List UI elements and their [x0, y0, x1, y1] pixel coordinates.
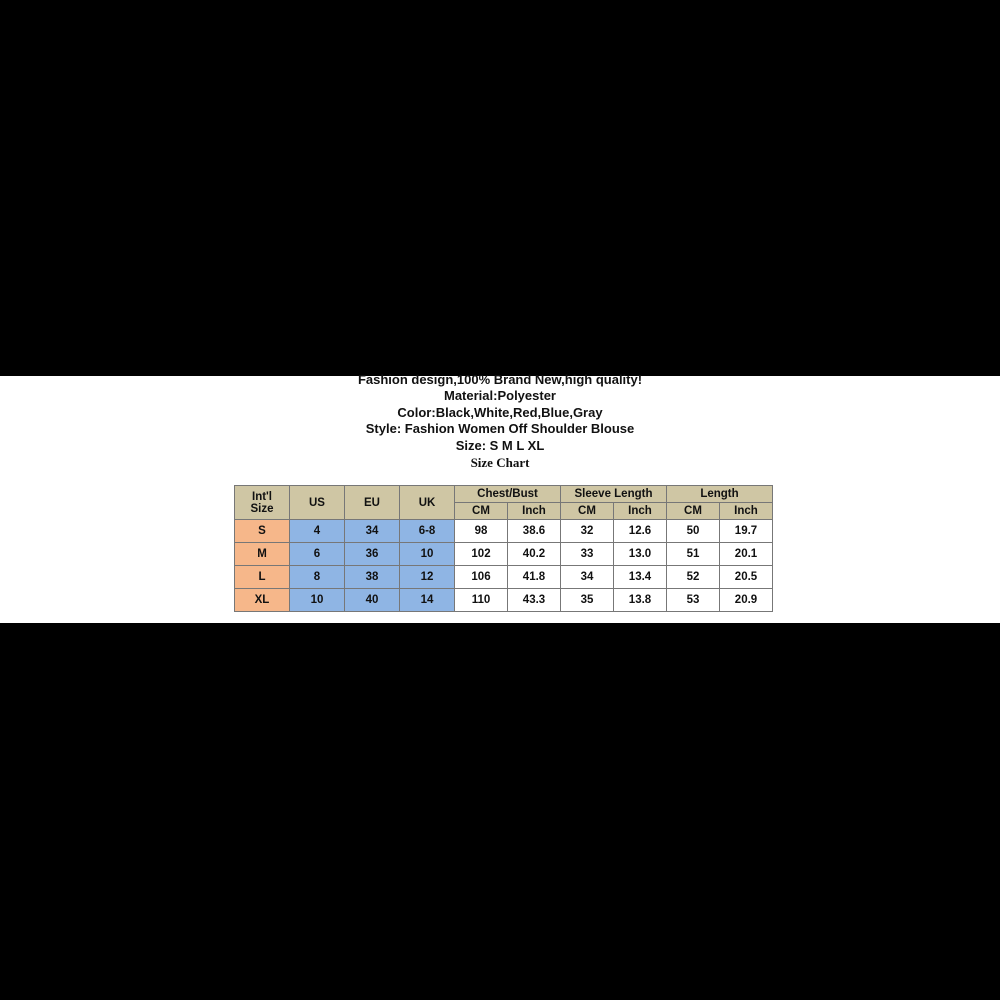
cell-uk: 6-8 [399, 519, 455, 543]
table-row: S 4 34 6-8 98 38.6 32 12.6 50 19.7 [234, 519, 773, 543]
header-intl-size: Int'l Size [234, 485, 290, 520]
cell-size: M [234, 542, 290, 566]
cell-size: XL [234, 588, 290, 612]
cell-chest-cm: 98 [454, 519, 508, 543]
cell-chest-cm: 110 [454, 588, 508, 612]
cell-length-inch: 20.1 [719, 542, 773, 566]
cell-sleeve-cm: 35 [560, 588, 614, 612]
header-eu: EU [344, 485, 400, 520]
header-sleeve: Sleeve Length [560, 485, 667, 503]
cell-sleeve-inch: 13.0 [613, 542, 667, 566]
table-row: M 6 36 10 102 40.2 33 13.0 51 20.1 [234, 542, 773, 566]
header-inch: Inch [719, 502, 773, 520]
header-inch: Inch [613, 502, 667, 520]
size-chart-table: Int'l Size US EU UK Chest/Bust Sleeve Len… [234, 485, 773, 612]
header-us: US [289, 485, 345, 520]
cell-chest-inch: 43.3 [507, 588, 561, 612]
cell-chest-inch: 41.8 [507, 565, 561, 589]
table-row: XL 10 40 14 110 43.3 35 13.8 53 20.9 [234, 588, 773, 612]
description-line: Material:Polyester [444, 388, 556, 404]
product-description: Fashion design,100% Brand New,high quali… [0, 372, 1000, 471]
cell-length-inch: 19.7 [719, 519, 773, 543]
cell-eu: 36 [344, 542, 400, 566]
cell-length-inch: 20.5 [719, 565, 773, 589]
header-cm: CM [454, 502, 508, 520]
description-line: Size: S M L XL [455, 437, 545, 453]
cell-uk: 10 [399, 542, 455, 566]
cell-length-cm: 50 [666, 519, 720, 543]
cell-eu: 34 [344, 519, 400, 543]
cell-chest-cm: 102 [454, 542, 508, 566]
cell-sleeve-inch: 13.8 [613, 588, 667, 612]
cell-length-inch: 20.9 [719, 588, 773, 612]
cell-chest-cm: 106 [454, 565, 508, 589]
description-line: Style: Fashion Women Off Shoulder Blouse [365, 421, 635, 437]
header-chest: Chest/Bust [454, 485, 561, 503]
header-cm: CM [666, 502, 720, 520]
cell-eu: 40 [344, 588, 400, 612]
header-cm: CM [560, 502, 614, 520]
description-line: Fashion design,100% Brand New,high quali… [357, 372, 643, 387]
cell-sleeve-inch: 13.4 [613, 565, 667, 589]
size-chart-title: Size Chart [470, 455, 530, 471]
cell-length-cm: 53 [666, 588, 720, 612]
cell-sleeve-cm: 34 [560, 565, 614, 589]
header-length: Length [666, 485, 773, 503]
cell-us: 10 [289, 588, 345, 612]
cell-chest-inch: 40.2 [507, 542, 561, 566]
table-row: L 8 38 12 106 41.8 34 13.4 52 20.5 [234, 565, 773, 589]
cell-us: 8 [289, 565, 345, 589]
cell-uk: 14 [399, 588, 455, 612]
description-line: Color:Black,White,Red,Blue,Gray [397, 404, 603, 420]
cell-sleeve-inch: 12.6 [613, 519, 667, 543]
cell-us: 6 [289, 542, 345, 566]
cell-sleeve-cm: 32 [560, 519, 614, 543]
cell-uk: 12 [399, 565, 455, 589]
cell-chest-inch: 38.6 [507, 519, 561, 543]
cell-length-cm: 51 [666, 542, 720, 566]
cell-eu: 38 [344, 565, 400, 589]
cell-length-cm: 52 [666, 565, 720, 589]
cell-size: L [234, 565, 290, 589]
header-inch: Inch [507, 502, 561, 520]
header-uk: UK [399, 485, 455, 520]
product-info-panel: Fashion design,100% Brand New,high quali… [0, 372, 1000, 623]
cell-sleeve-cm: 33 [560, 542, 614, 566]
cell-us: 4 [289, 519, 345, 543]
cell-size: S [234, 519, 290, 543]
